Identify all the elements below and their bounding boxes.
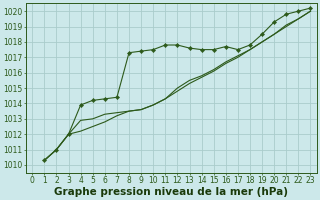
X-axis label: Graphe pression niveau de la mer (hPa): Graphe pression niveau de la mer (hPa) (54, 187, 288, 197)
